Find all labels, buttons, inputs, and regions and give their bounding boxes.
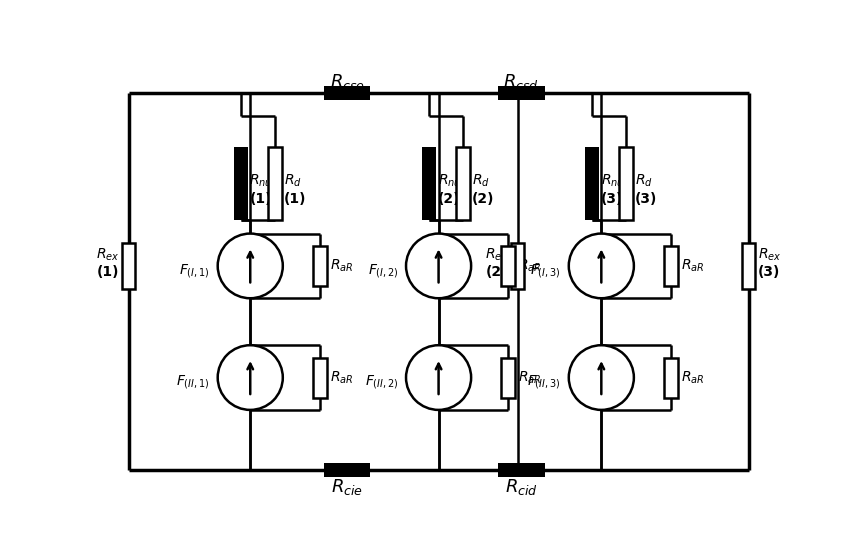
Text: $R_{cse}$: $R_{cse}$ <box>329 72 365 92</box>
Bar <box>313 246 327 286</box>
Text: $F_{(II,2)}$: $F_{(II,2)}$ <box>365 373 398 391</box>
Text: $R_{aR}$: $R_{aR}$ <box>518 370 542 386</box>
Text: $R_{d}$
(1): $R_{d}$ (1) <box>284 173 306 206</box>
Circle shape <box>406 234 471 298</box>
Text: $R_{aR}$: $R_{aR}$ <box>330 258 353 274</box>
Text: $R_{aR}$: $R_{aR}$ <box>681 370 705 386</box>
Text: $F_{(II,1)}$: $F_{(II,1)}$ <box>176 373 210 391</box>
Text: $R_{ex}$
(3): $R_{ex}$ (3) <box>758 247 781 279</box>
Bar <box>313 357 327 398</box>
Text: $R_{d}$
(2): $R_{d}$ (2) <box>472 173 494 206</box>
Text: $R_{aR}$: $R_{aR}$ <box>681 258 705 274</box>
Circle shape <box>218 345 283 410</box>
Text: $R_{d}$
(3): $R_{d}$ (3) <box>634 173 657 206</box>
Text: $R_{aR}$: $R_{aR}$ <box>518 258 542 274</box>
Circle shape <box>569 234 634 298</box>
Text: $R_{ex}$
(1): $R_{ex}$ (1) <box>96 247 120 279</box>
Bar <box>234 147 248 220</box>
Bar <box>268 147 282 220</box>
Bar <box>664 246 678 286</box>
Text: $R_{nu}$
(2): $R_{nu}$ (2) <box>438 173 462 206</box>
Circle shape <box>218 234 283 298</box>
Bar <box>511 243 524 289</box>
Text: $R_{ex}$
(2): $R_{ex}$ (2) <box>485 247 509 279</box>
Bar <box>501 246 516 286</box>
Bar <box>324 463 370 477</box>
Circle shape <box>406 345 471 410</box>
Bar <box>422 147 436 220</box>
Bar <box>457 147 470 220</box>
Text: $F_{(I,3)}$: $F_{(I,3)}$ <box>530 261 561 280</box>
Bar <box>619 147 633 220</box>
Text: $R_{nu}$
(1): $R_{nu}$ (1) <box>250 173 273 206</box>
Text: $R_{nu}$
(3): $R_{nu}$ (3) <box>600 173 624 206</box>
Bar <box>498 463 545 477</box>
Bar <box>742 243 755 289</box>
Bar <box>585 147 599 220</box>
Bar <box>664 357 678 398</box>
Circle shape <box>569 345 634 410</box>
Text: $F_{(I,2)}$: $F_{(I,2)}$ <box>368 261 398 280</box>
Text: $F_{(I,1)}$: $F_{(I,1)}$ <box>180 261 210 280</box>
Text: $R_{aR}$: $R_{aR}$ <box>330 370 353 386</box>
Text: $F_{(II,3)}$: $F_{(II,3)}$ <box>528 373 561 391</box>
Bar <box>324 86 370 100</box>
Bar <box>498 86 545 100</box>
Text: $R_{cie}$: $R_{cie}$ <box>331 477 363 497</box>
Bar <box>501 357 516 398</box>
Text: $R_{cid}$: $R_{cid}$ <box>505 477 538 497</box>
Bar <box>122 243 135 289</box>
Text: $R_{csd}$: $R_{csd}$ <box>504 72 540 92</box>
